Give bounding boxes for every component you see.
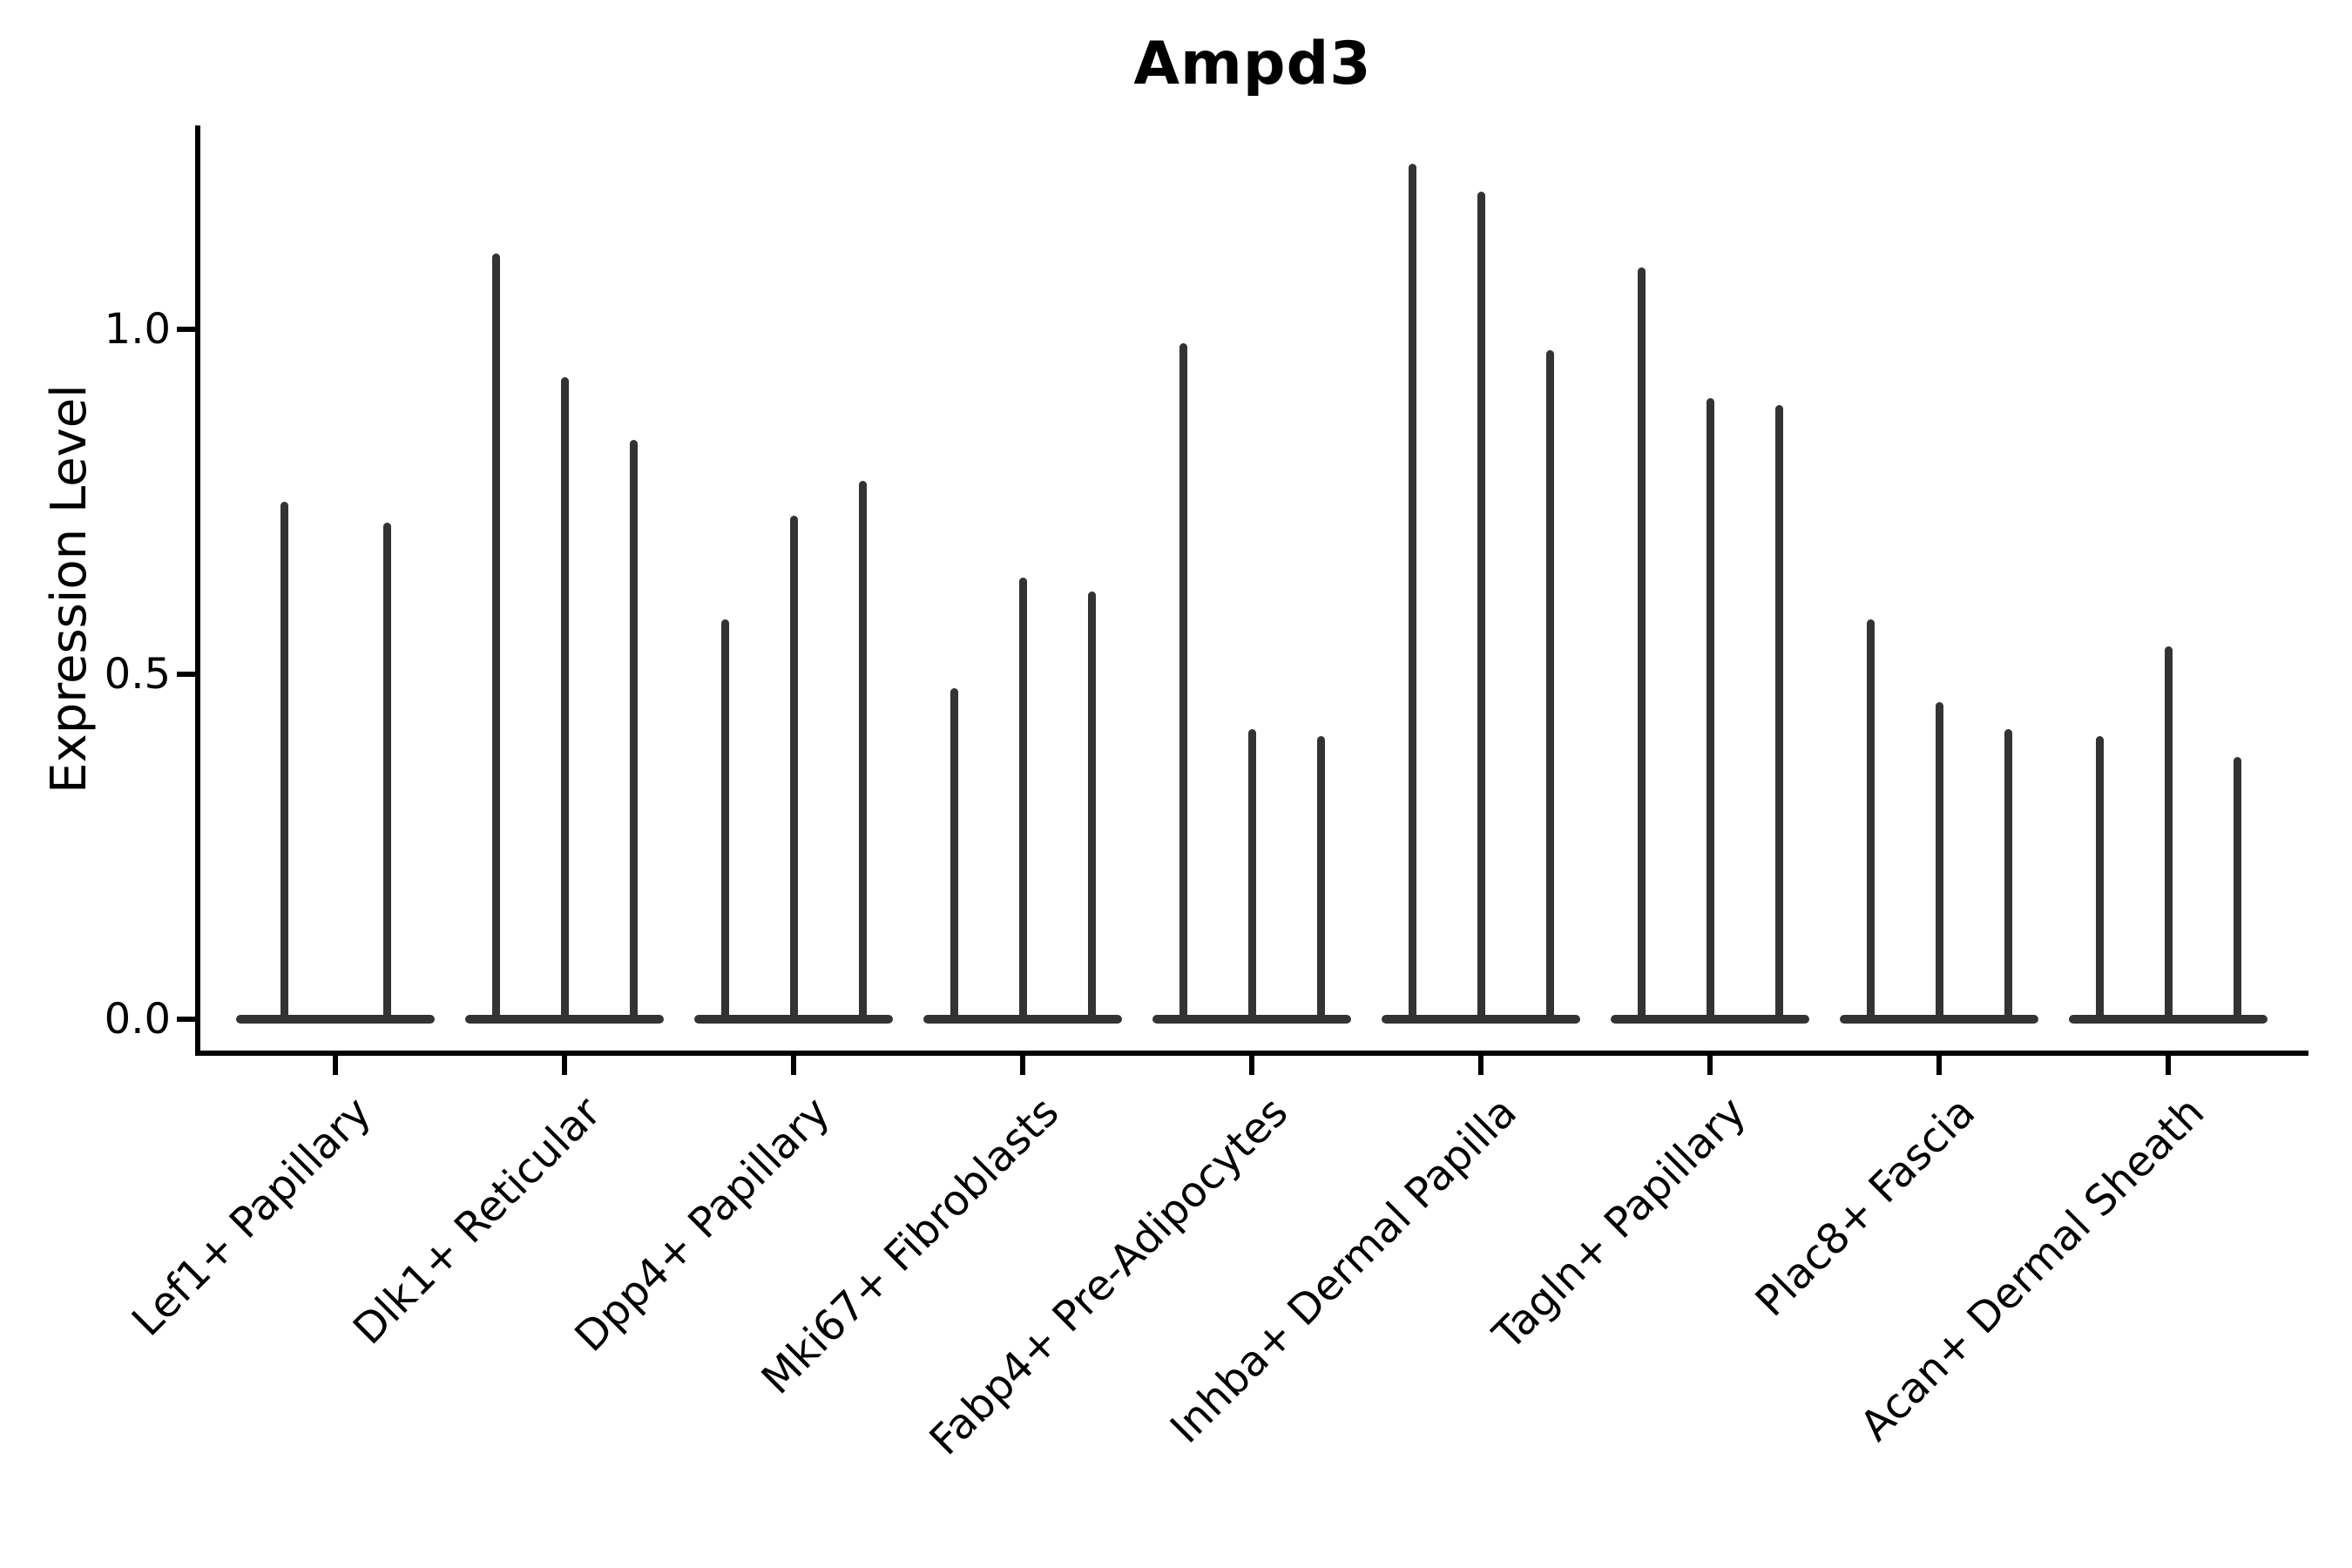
violin-spike: [1247, 729, 1256, 1023]
violin-spike: [382, 522, 391, 1023]
violin-spike: [789, 515, 798, 1023]
violin-spike: [560, 377, 569, 1023]
violin-spike: [1545, 349, 1554, 1023]
x-tick-mark: [1707, 1056, 1713, 1075]
x-tick-mark: [333, 1056, 338, 1075]
violin-spike: [1866, 618, 1875, 1023]
violin-spike: [1316, 736, 1325, 1023]
violin-spike: [858, 481, 867, 1023]
violin-spike: [280, 502, 288, 1023]
x-tick-label: Tagln+ Papillary: [1484, 1087, 1756, 1360]
x-tick-mark: [1936, 1056, 1942, 1075]
x-tick-mark: [1478, 1056, 1484, 1075]
violin-spike: [1637, 267, 1646, 1023]
y-tick-label: 0.0: [104, 995, 171, 1044]
violin-spike: [1477, 191, 1485, 1023]
violin-spike: [2095, 736, 2104, 1023]
y-tick-mark: [177, 672, 198, 677]
violin-spike: [720, 618, 729, 1023]
x-tick-label: Plac8+ Fascia: [1746, 1087, 1985, 1327]
violin-base: [236, 1015, 435, 1024]
x-tick-mark: [1020, 1056, 1025, 1075]
x-tick-mark: [562, 1056, 567, 1075]
violin-spike: [2233, 757, 2241, 1023]
y-tick-label: 1.0: [104, 305, 171, 354]
violin-spike: [2164, 646, 2173, 1023]
x-tick-mark: [791, 1056, 796, 1075]
violin-spike: [1087, 591, 1096, 1023]
x-tick-label: Dlk1+ Reticular: [343, 1087, 611, 1355]
violin-spike: [1179, 342, 1187, 1023]
violin-spike: [2004, 729, 2012, 1023]
y-axis-label: Expression Level: [41, 384, 98, 794]
violin-spike: [1018, 578, 1027, 1023]
x-tick-mark: [1249, 1056, 1254, 1075]
x-axis-spine: [195, 1051, 2308, 1056]
x-tick-mark: [2166, 1056, 2171, 1075]
y-axis-spine: [195, 125, 200, 1056]
violin-spike: [1935, 701, 1943, 1023]
chart-title: Ampd3: [1133, 30, 1372, 98]
violin-spike: [950, 687, 958, 1023]
y-tick-label: 0.5: [104, 650, 171, 699]
y-tick-mark: [177, 1017, 198, 1022]
violin-spike: [1774, 405, 1783, 1023]
x-tick-label: Lef1+ Papillary: [123, 1087, 382, 1346]
violin-spike: [1706, 398, 1714, 1023]
y-tick-mark: [177, 327, 198, 332]
violin-spike: [1408, 163, 1416, 1023]
violin-spike: [491, 253, 500, 1023]
violin-spike: [629, 439, 638, 1023]
